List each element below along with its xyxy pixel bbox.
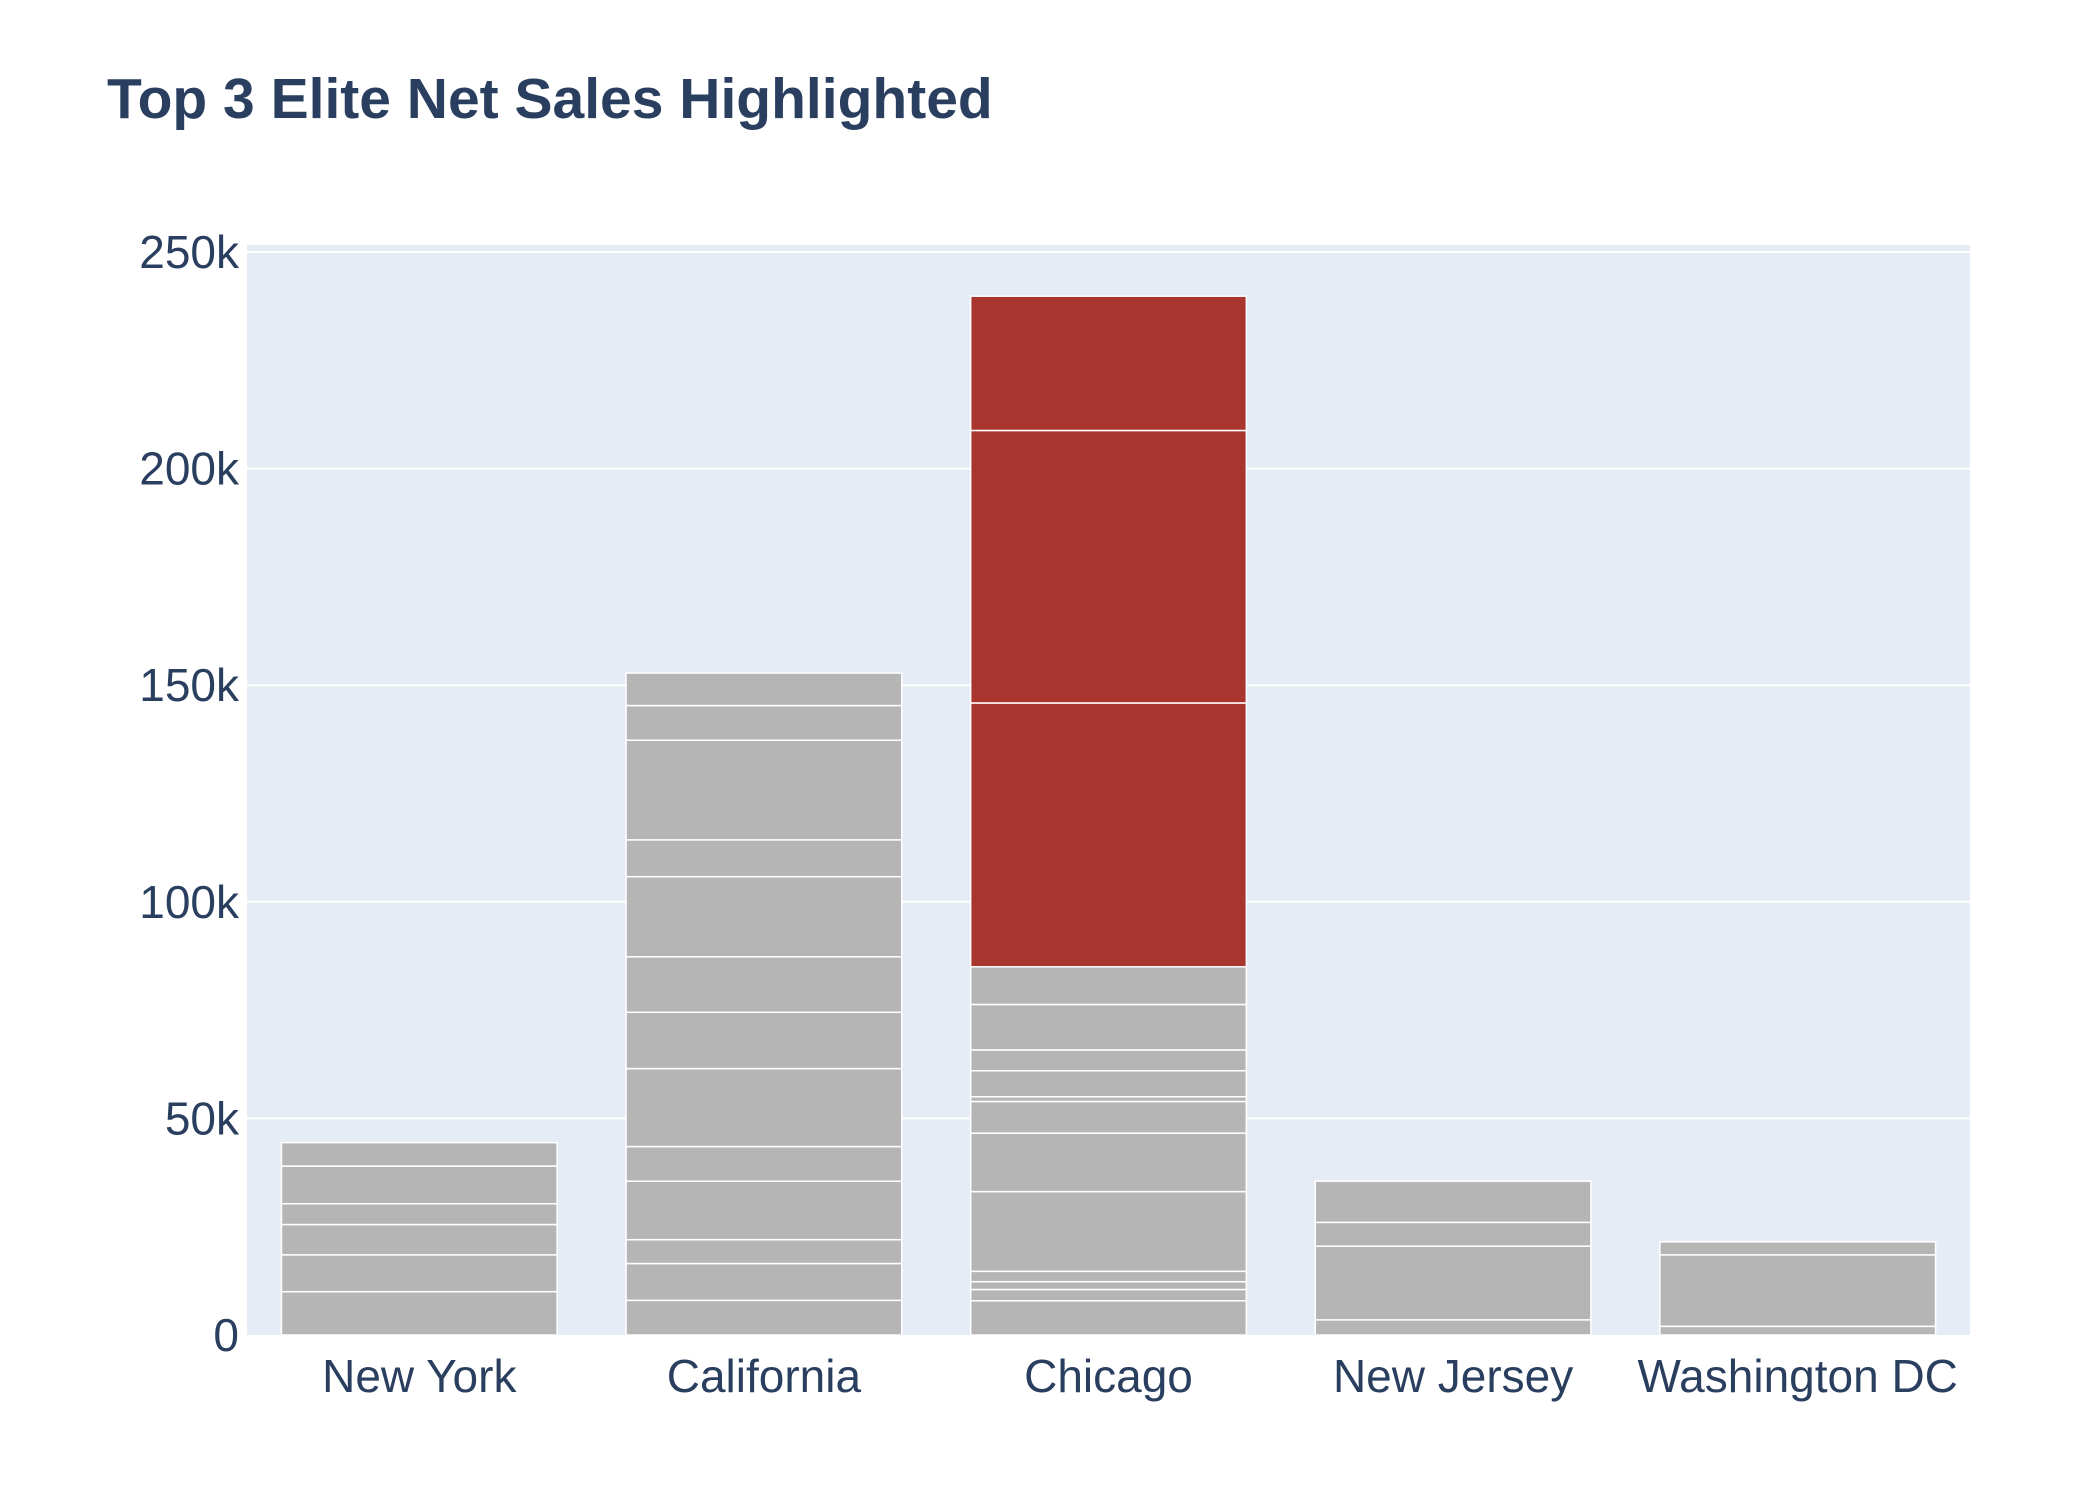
bar-segment: [969, 1069, 1248, 1098]
bar-segment: [280, 1223, 558, 1256]
bar-segment: [969, 1100, 1248, 1134]
y-tick-label: 100k: [139, 876, 240, 928]
bar-segment: [969, 1270, 1248, 1283]
bar-segment: [1659, 1325, 1937, 1336]
bar-segment: [625, 839, 903, 878]
bar-segment: [969, 1300, 1248, 1336]
bar-segment: [969, 1132, 1248, 1193]
bar-segment: [625, 956, 903, 1014]
y-axis-ticks: 0 50k 100k 150k 200k 250k: [139, 226, 240, 1361]
x-tick-label: New Jersey: [1333, 1350, 1573, 1402]
bar-segment: [625, 1262, 903, 1302]
bar-segment: [280, 1165, 558, 1205]
y-tick-label: 150k: [139, 659, 240, 711]
bar-segment: [1314, 1180, 1592, 1224]
bars: [280, 295, 1937, 1336]
bar-segment: [625, 1145, 903, 1182]
bar-segment: [969, 1049, 1248, 1072]
bar-segment: [625, 739, 903, 841]
x-axis-ticks: New York California Chicago New Jersey Washi…: [322, 1350, 1958, 1402]
bar-segment: [969, 702, 1248, 968]
bar-segment: [969, 1190, 1248, 1273]
bar-segment: [1659, 1254, 1937, 1328]
bar-segment: [625, 704, 903, 741]
bar-segment: [1314, 1319, 1592, 1336]
bar-segment: [625, 1067, 903, 1148]
chart-title: Top 3 Elite Net Sales Highlighted: [107, 67, 993, 131]
bar-segment: [280, 1254, 558, 1293]
y-tick-label: 0: [213, 1309, 239, 1361]
bar-segment: [625, 1299, 903, 1336]
y-tick-label: 50k: [165, 1092, 240, 1144]
x-tick-label: Chicago: [1024, 1350, 1193, 1402]
bar-segment: [969, 1003, 1248, 1051]
bar-segment: [1314, 1221, 1592, 1247]
x-tick-label: California: [667, 1350, 862, 1402]
bar-segment: [625, 672, 903, 707]
bar-segment: [280, 1202, 558, 1226]
bar-segment: [969, 1280, 1248, 1291]
bar-segment: [280, 1141, 558, 1167]
bar-segment: [969, 966, 1248, 1006]
bar-segment: [625, 1180, 903, 1241]
bar-segment: [625, 1238, 903, 1265]
bar-segment: [625, 1011, 903, 1070]
y-tick-label: 250k: [139, 226, 240, 278]
x-tick-label: Washington DC: [1637, 1350, 1957, 1402]
bar-segment: [969, 429, 1248, 704]
y-tick-label: 200k: [139, 443, 240, 495]
x-tick-label: New York: [322, 1350, 517, 1402]
bar-segment: [1659, 1241, 1937, 1256]
bar-segment: [280, 1290, 558, 1336]
bar-segment: [969, 1288, 1248, 1302]
bar-segment: [1314, 1245, 1592, 1321]
bar-segment: [625, 875, 903, 958]
bar-segment: [969, 295, 1248, 432]
